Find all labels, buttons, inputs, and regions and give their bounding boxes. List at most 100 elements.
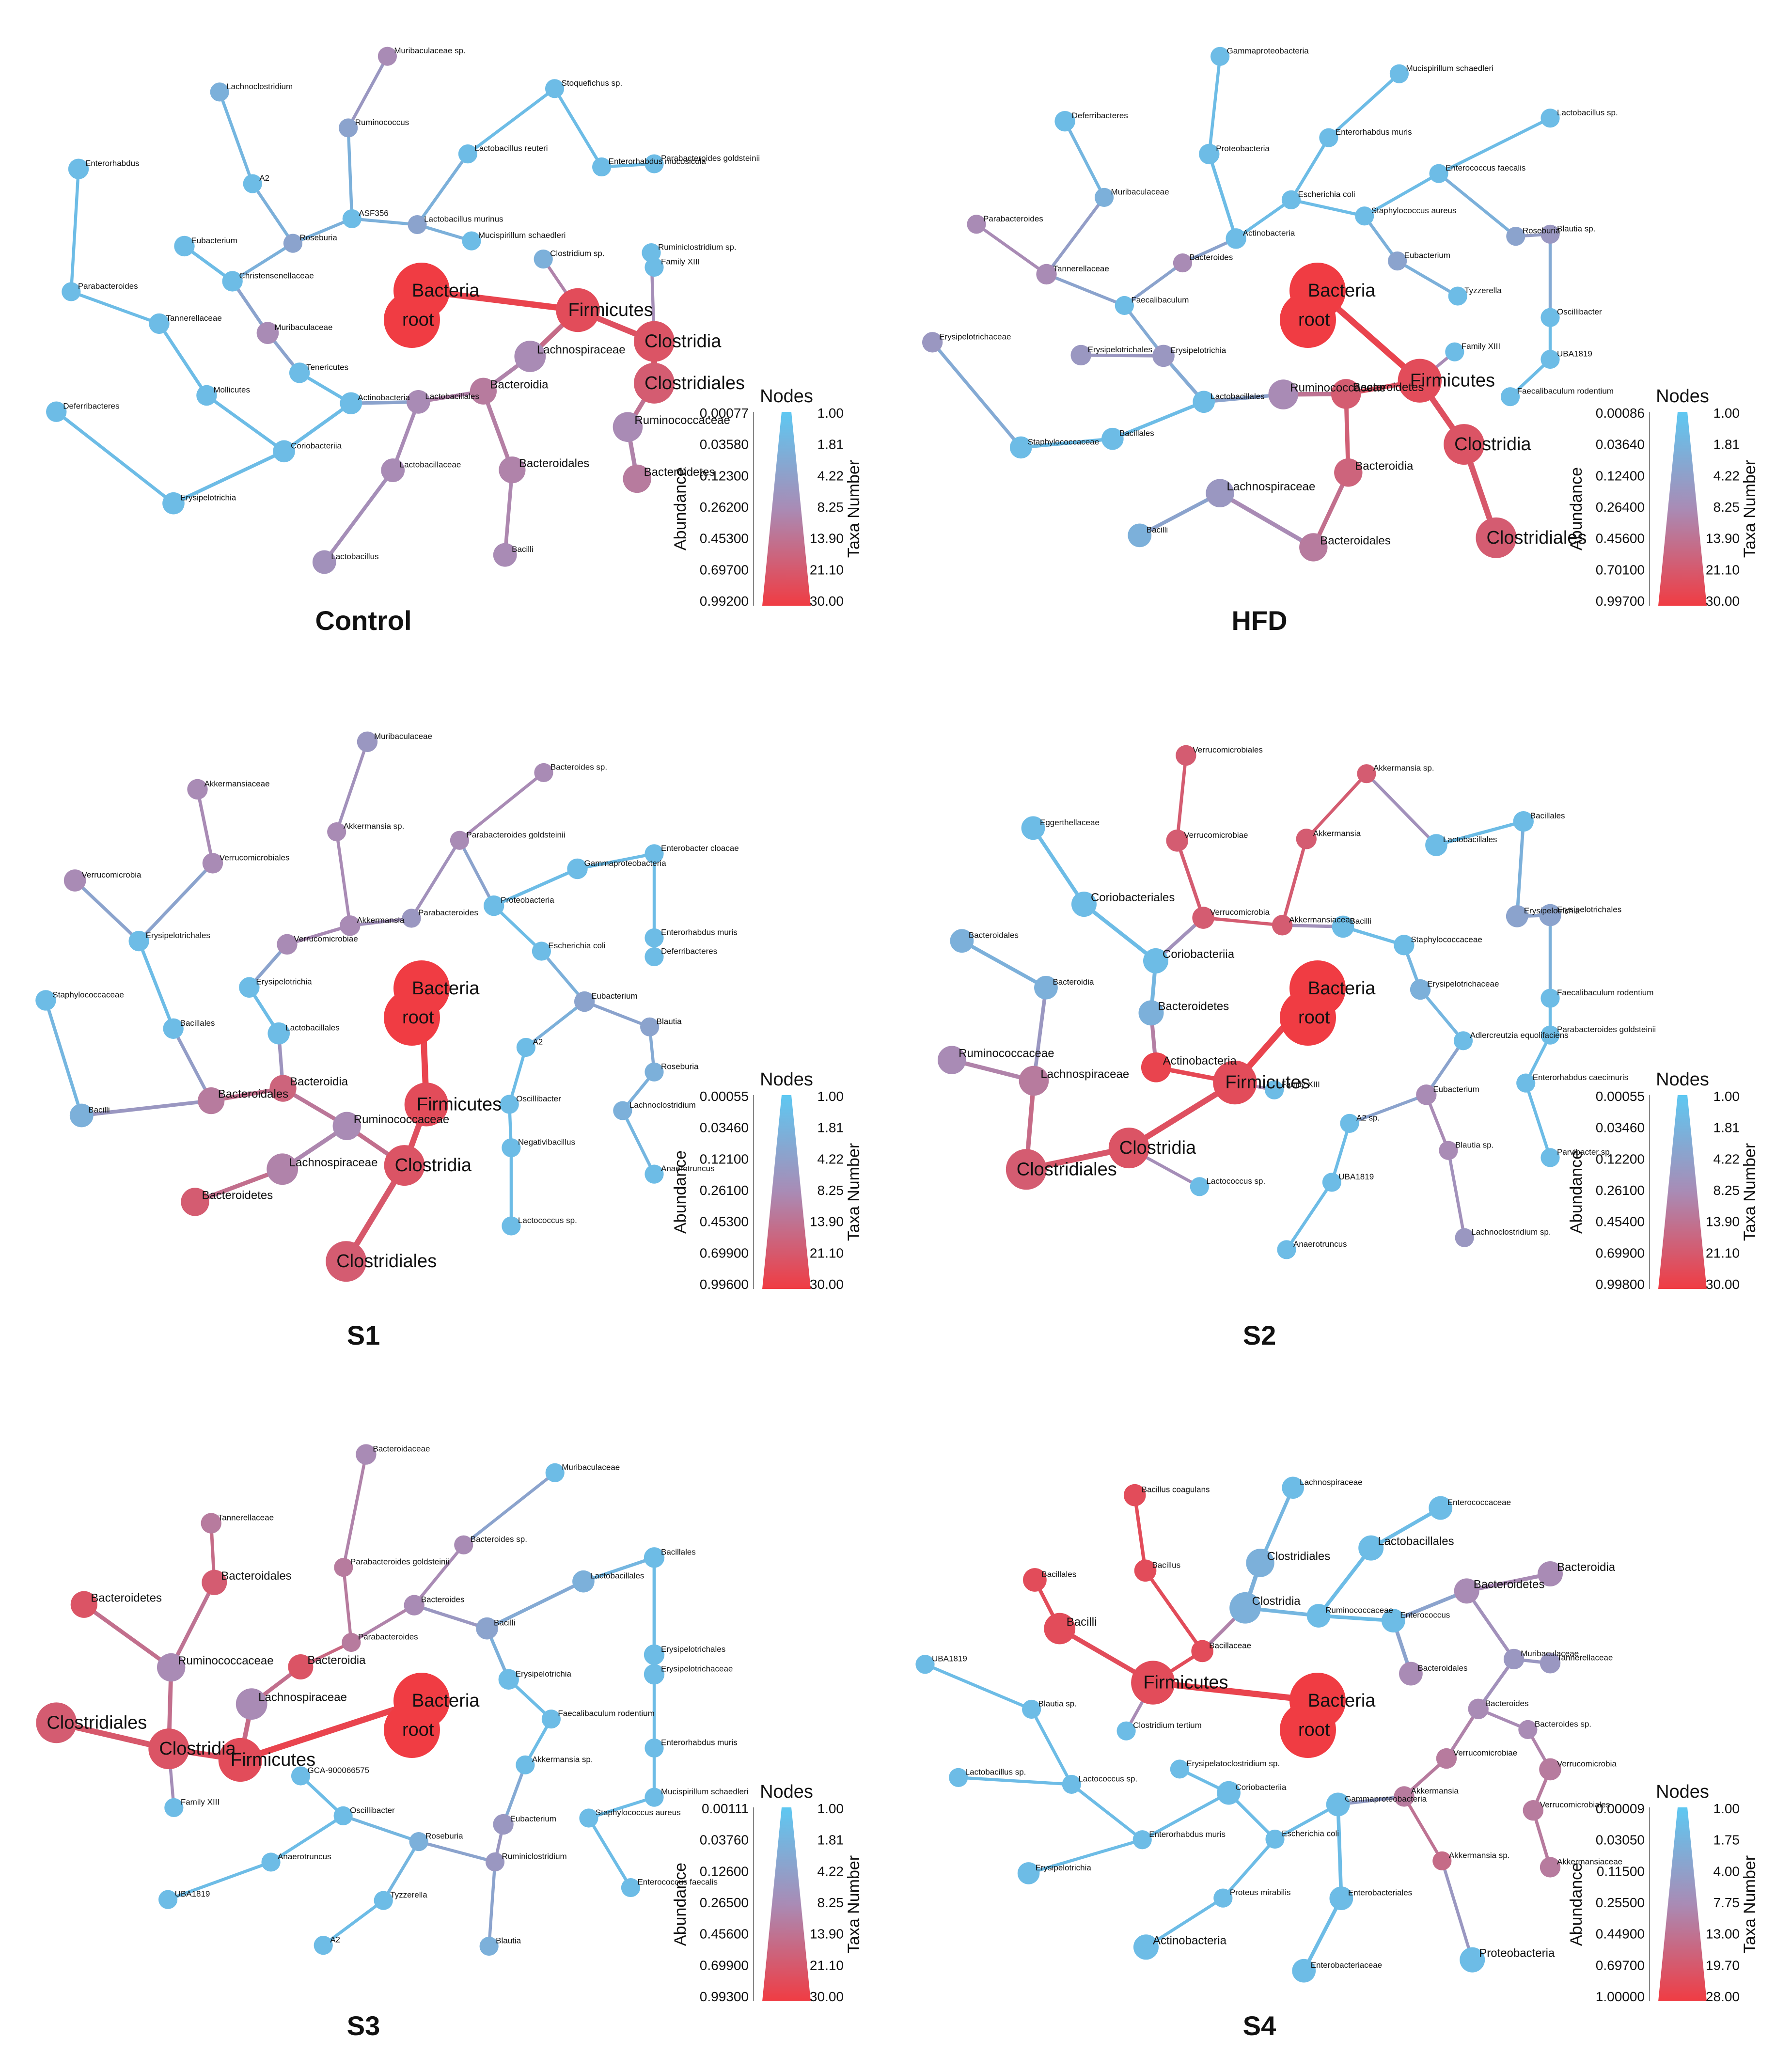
tree-edge xyxy=(576,852,656,871)
node-label: Staphylococcaceae xyxy=(52,990,124,999)
tree-edge xyxy=(1030,1708,1073,1786)
node-lachnospiraceae xyxy=(1282,1476,1304,1499)
node-label: A2 xyxy=(533,1037,543,1046)
node-label: Bacillus xyxy=(1152,1560,1181,1569)
legend-abundance-tick: 0.26500 xyxy=(700,1895,749,1910)
tree-edge xyxy=(1348,1093,1428,1125)
node-bacteroidia xyxy=(1034,975,1058,1000)
node-label: Lachnoclostridium sp. xyxy=(1471,1227,1551,1237)
node-label: Verrucomicrobiales xyxy=(1540,1800,1610,1809)
tree-edge xyxy=(1465,1589,1516,1661)
legend-color-band xyxy=(762,412,811,606)
node-label: Lachnoclostridium xyxy=(629,1100,696,1110)
node-label: Enterococcus faecalis xyxy=(637,1878,717,1887)
node-label: Mucispirillum schaedleri xyxy=(1406,63,1493,73)
tree-edge xyxy=(1207,152,1238,240)
node-enterococcus-faecalis xyxy=(621,1878,641,1898)
node-enterorhabdus-caecimuris xyxy=(1516,1073,1536,1093)
panel-s1: Bacteria root Firmicutes Clostridia Clostrid… xyxy=(35,731,863,1350)
node-deferribacteres xyxy=(644,947,664,967)
node-muribaculaceae xyxy=(1503,1648,1525,1670)
legend-abundance-tick: 0.45400 xyxy=(1596,1214,1645,1229)
tree-edge xyxy=(205,393,286,453)
node-verrucomicrobiales xyxy=(1176,745,1196,766)
legend-taxa-tick: 21.10 xyxy=(810,1958,844,1973)
node-lactobacillus-reuteri xyxy=(458,144,478,164)
node-label: Mollicutes xyxy=(213,385,250,394)
tree-edge xyxy=(285,924,352,946)
node-erysipelotrichia xyxy=(498,1669,519,1690)
node-label: Roseburia xyxy=(425,1832,463,1841)
node-bacteroidetes xyxy=(1138,1000,1164,1026)
tree-edge xyxy=(1201,916,1284,927)
node-label: Enterobacteriaceae xyxy=(1311,1961,1382,1970)
node-label: UBA1819 xyxy=(1338,1172,1374,1181)
node-root xyxy=(384,989,440,1046)
node-label: Tannerellaceae xyxy=(166,314,221,323)
tree-edge xyxy=(492,867,579,908)
node-roseburia xyxy=(409,1832,428,1851)
node-label: Erysipelotrichia xyxy=(180,493,236,502)
node-akkermansia-sp xyxy=(1357,764,1376,784)
node-bacilli xyxy=(1332,915,1354,938)
node-erysipelotrichales xyxy=(1539,904,1561,926)
node-bacillales xyxy=(644,1547,665,1568)
node-staphylococcaceae xyxy=(1394,935,1415,956)
legend-taxa-tick: 13.90 xyxy=(810,531,844,546)
node-label: Firmicutes xyxy=(1143,1673,1228,1693)
legend-abundance-tick: 0.26100 xyxy=(1596,1183,1645,1198)
node-label: Enterobacteriales xyxy=(1348,1888,1412,1898)
node-label: Enterorhabdus muris xyxy=(661,927,738,937)
node-escherichia-coli xyxy=(532,941,551,961)
node-label: Erysipelotrichia xyxy=(1170,345,1226,355)
tree-edge xyxy=(1273,1803,1340,1841)
tree-edge xyxy=(172,1027,213,1102)
tree-edge xyxy=(587,1795,656,1820)
tree-edge xyxy=(417,1840,497,1864)
panel-s4: Bacteria root Firmicutes Bacilli Bacillales B… xyxy=(915,1476,1759,2041)
node-negativibacillus xyxy=(502,1138,521,1158)
node-label: Blautia sp. xyxy=(1455,1140,1493,1149)
node-bacillus xyxy=(1134,1559,1157,1582)
node-parabacteroides xyxy=(342,1632,361,1652)
tree-nodes: Bacteria root Firmicutes Clostridia Clostrid… xyxy=(46,46,760,574)
tree-edge xyxy=(341,1814,421,1843)
tree-edge xyxy=(582,1555,656,1584)
node-verrucomicrobia xyxy=(1539,1758,1561,1781)
node-clostridia xyxy=(634,321,675,362)
tree-edge xyxy=(1418,988,1465,1043)
node-roseburia xyxy=(644,1062,664,1082)
node-label: Blautia xyxy=(657,1017,682,1026)
tree-edge xyxy=(282,401,353,453)
tree-edge xyxy=(1317,1614,1396,1623)
node-label: Negativibacillus xyxy=(518,1138,575,1147)
node-lactobacillales xyxy=(1358,1535,1384,1561)
tree-edge xyxy=(923,1663,1033,1711)
node-label: Bacteroidetes xyxy=(202,1189,273,1202)
tree-edge xyxy=(1079,353,1165,358)
legend-taxa-tick: 13.00 xyxy=(1706,1927,1740,1942)
tree-edge xyxy=(196,787,215,865)
node-lachnoclostridium-sp xyxy=(1455,1228,1474,1247)
node-lactobacillales xyxy=(572,1570,595,1593)
legend-taxa-tick: 28.00 xyxy=(1706,1989,1740,2004)
node-escherichia-coli xyxy=(1265,1829,1285,1849)
node-label: Bacillales xyxy=(180,1019,215,1028)
tree-edge xyxy=(412,1543,465,1607)
node-label: Bacteroides xyxy=(1189,253,1233,262)
legend-taxa-tick: 1.00 xyxy=(1713,1801,1740,1816)
legend-abundance-tick: 0.69700 xyxy=(1596,1958,1645,1973)
node-faecalibaculum xyxy=(1115,296,1134,315)
node-label: Bacteroidetes xyxy=(1474,1578,1545,1591)
node-parabacteroides-goldsteinii xyxy=(334,1557,353,1577)
node-erysipelotrichia xyxy=(1152,345,1175,367)
legend-abundance-tick: 0.99200 xyxy=(700,594,749,609)
node-label: Erysipelotrichia xyxy=(256,977,312,987)
node-label: Ruminococcaceae xyxy=(178,1654,273,1667)
node-clostridia xyxy=(384,1145,425,1186)
node-muribaculaceae-sp xyxy=(377,47,397,66)
node-proteobacteria xyxy=(1460,1947,1485,1973)
node-label: Verrucomicrobia xyxy=(1210,908,1270,917)
legend-taxa-tick: 1.81 xyxy=(817,1833,844,1848)
node-stoquefichus-sp xyxy=(545,79,565,98)
